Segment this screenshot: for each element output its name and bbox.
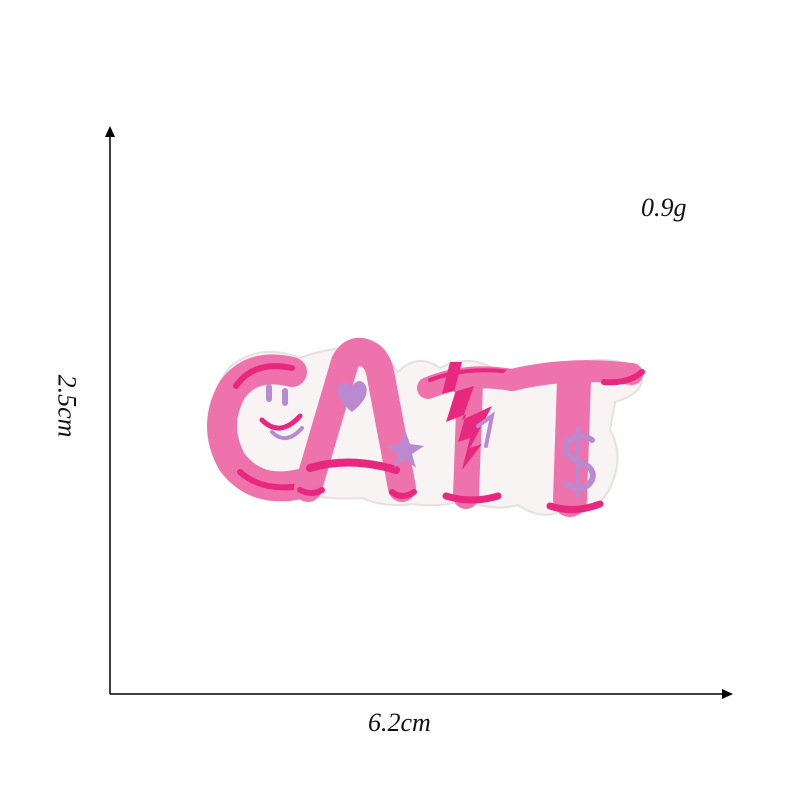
letter-a	[294, 337, 417, 502]
heart-icon	[337, 381, 367, 412]
dollar-sign-icon	[562, 426, 596, 498]
cat-embroidered-patch	[207, 337, 645, 517]
lightning-bolt-icon	[442, 362, 492, 470]
star-icon	[386, 430, 424, 468]
width-dimension-label: 6.2cm	[368, 708, 431, 737]
vertical-axis-arrowhead	[105, 126, 115, 137]
weight-label: 0.9g	[641, 193, 687, 222]
dimension-axes	[105, 126, 733, 699]
smiley-face-icon	[259, 384, 304, 440]
horizontal-axis-arrowhead	[722, 689, 733, 699]
height-dimension-label: 2.5cm	[52, 374, 82, 438]
